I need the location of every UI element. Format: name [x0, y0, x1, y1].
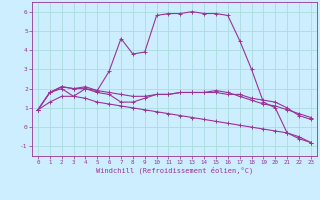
X-axis label: Windchill (Refroidissement éolien,°C): Windchill (Refroidissement éolien,°C): [96, 167, 253, 174]
